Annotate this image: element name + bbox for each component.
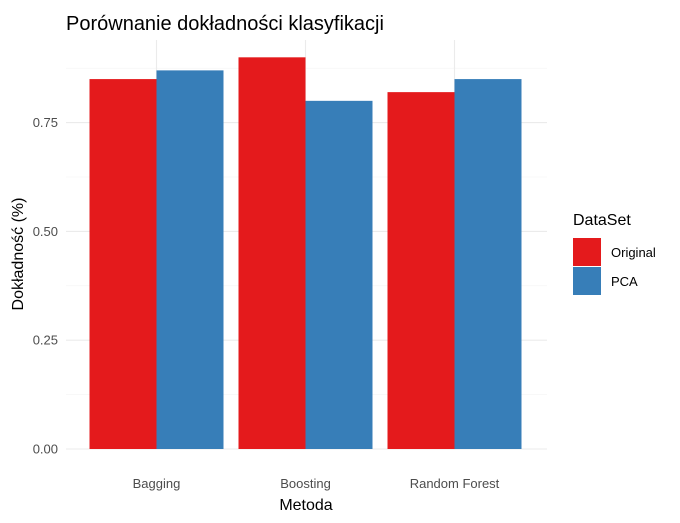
legend-label-original: Original: [611, 245, 656, 260]
x-tick-label: Boosting: [280, 476, 331, 491]
y-axis-title: Dokładność (%): [10, 198, 27, 311]
bar-pca-bagging: [156, 70, 224, 449]
y-tick-label: 0.00: [33, 442, 58, 457]
y-ticks: 0.00 0.25 0.50 0.75: [33, 115, 58, 456]
legend: DataSet Original PCA: [573, 212, 656, 295]
x-tick-label: Bagging: [133, 476, 181, 491]
bar-pca-random-forest: [454, 79, 522, 449]
bar-original-bagging: [89, 79, 157, 449]
legend-key-pca: [573, 267, 601, 295]
legend-label-pca: PCA: [611, 274, 638, 289]
y-tick-label: 0.75: [33, 115, 58, 130]
x-axis-title: Metoda: [279, 497, 332, 514]
bar-pca-boosting: [305, 100, 373, 449]
y-tick-label: 0.25: [33, 333, 58, 348]
chart-title: Porównanie dokładności klasyfikacji: [66, 13, 384, 35]
x-ticks: Bagging Boosting Random Forest: [133, 476, 500, 491]
legend-key-original: [573, 238, 601, 266]
legend-title: DataSet: [573, 212, 631, 229]
y-tick-label: 0.50: [33, 224, 58, 239]
bar-original-random-forest: [387, 92, 455, 450]
bar-original-boosting: [238, 57, 306, 449]
bars: [89, 57, 522, 450]
x-tick-label: Random Forest: [410, 476, 500, 491]
